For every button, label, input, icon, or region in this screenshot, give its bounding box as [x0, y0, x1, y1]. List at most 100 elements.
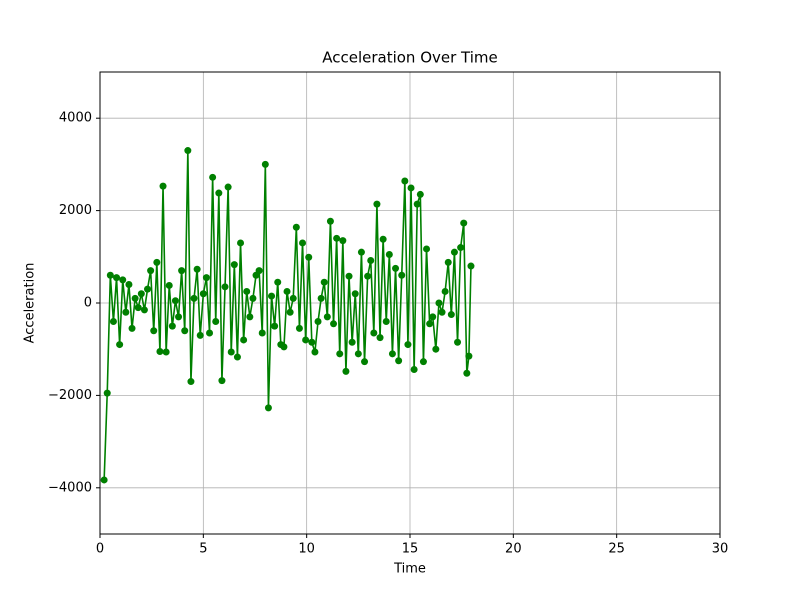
data-point	[364, 272, 372, 280]
data-point	[134, 304, 142, 312]
data-point	[460, 219, 468, 227]
data-point	[292, 223, 300, 231]
data-point	[317, 294, 325, 302]
data-point	[190, 294, 198, 302]
data-point	[230, 261, 238, 269]
data-point	[370, 329, 378, 337]
data-point	[357, 248, 365, 256]
data-point	[150, 327, 158, 335]
data-point	[467, 262, 475, 270]
data-point	[342, 367, 350, 375]
y-tick-label: −4000	[48, 480, 92, 495]
x-tick-label: 0	[96, 542, 104, 557]
data-point	[233, 353, 241, 361]
data-point	[299, 239, 307, 247]
data-point	[202, 274, 210, 282]
data-point	[171, 297, 179, 305]
y-tick-label: 2000	[59, 203, 92, 218]
data-point	[373, 200, 381, 208]
data-point	[407, 184, 415, 192]
data-point	[153, 258, 161, 266]
data-point	[416, 190, 424, 198]
data-point	[289, 294, 297, 302]
data-point	[196, 331, 204, 339]
data-point	[395, 357, 403, 365]
data-point	[100, 476, 108, 484]
data-point	[388, 350, 396, 358]
data-point	[246, 313, 254, 321]
data-point	[271, 322, 279, 330]
data-point	[122, 308, 130, 316]
y-axis-label: Acceleration	[23, 263, 38, 344]
chart-title: Acceleration Over Time	[322, 49, 498, 67]
data-point	[116, 341, 124, 349]
data-point	[454, 338, 462, 346]
data-point	[435, 299, 443, 307]
data-point	[147, 267, 155, 275]
y-tick-label: −2000	[48, 388, 92, 403]
x-tick-label: 5	[199, 542, 207, 557]
data-point	[410, 366, 418, 374]
data-point	[237, 239, 245, 247]
data-point	[441, 287, 449, 295]
data-point	[457, 244, 465, 252]
data-point	[144, 285, 152, 293]
data-point	[286, 308, 294, 316]
data-point	[333, 234, 341, 242]
data-point	[218, 377, 226, 385]
data-point	[283, 287, 291, 295]
data-point	[398, 271, 406, 279]
data-point	[212, 317, 220, 325]
data-point	[206, 329, 214, 337]
data-point	[128, 324, 136, 332]
data-point	[339, 237, 347, 245]
data-point	[159, 182, 167, 190]
data-point	[224, 183, 232, 191]
data-point	[175, 313, 183, 321]
data-point	[323, 313, 331, 321]
data-point	[156, 348, 164, 356]
data-point	[193, 265, 201, 273]
data-point	[438, 308, 446, 316]
x-tick-label: 30	[712, 542, 729, 557]
data-point	[348, 338, 356, 346]
data-point	[426, 320, 434, 328]
data-point	[209, 173, 217, 181]
data-point	[376, 334, 384, 342]
data-point	[392, 264, 400, 272]
plot	[100, 147, 475, 484]
data-point	[311, 348, 319, 356]
data-point	[295, 324, 303, 332]
data-point	[140, 306, 148, 314]
data-point	[444, 258, 452, 266]
data-point	[199, 290, 207, 298]
data-point	[113, 274, 121, 282]
data-point	[258, 329, 266, 337]
data-point	[385, 250, 393, 258]
data-point	[432, 345, 440, 353]
data-point	[187, 378, 195, 386]
x-tick-label: 15	[402, 542, 419, 557]
data-point	[264, 404, 272, 412]
ticks: 0 5 10 15 20 25 30 −4000 −2000 0 2000 4000	[48, 111, 728, 557]
data-point	[184, 147, 192, 155]
data-point	[181, 327, 189, 335]
data-point	[125, 281, 133, 289]
data-point	[320, 278, 328, 286]
data-point	[274, 278, 282, 286]
data-point	[429, 313, 437, 321]
data-point	[465, 352, 473, 360]
data-point	[109, 317, 117, 325]
data-point	[243, 287, 251, 295]
data-point	[215, 189, 223, 197]
data-point	[419, 358, 427, 366]
data-point	[367, 256, 375, 264]
data-point	[227, 348, 235, 356]
data-point	[401, 177, 409, 185]
grid	[99, 72, 721, 534]
data-point	[240, 336, 248, 344]
data-point	[162, 348, 170, 356]
series-line	[103, 149, 472, 480]
